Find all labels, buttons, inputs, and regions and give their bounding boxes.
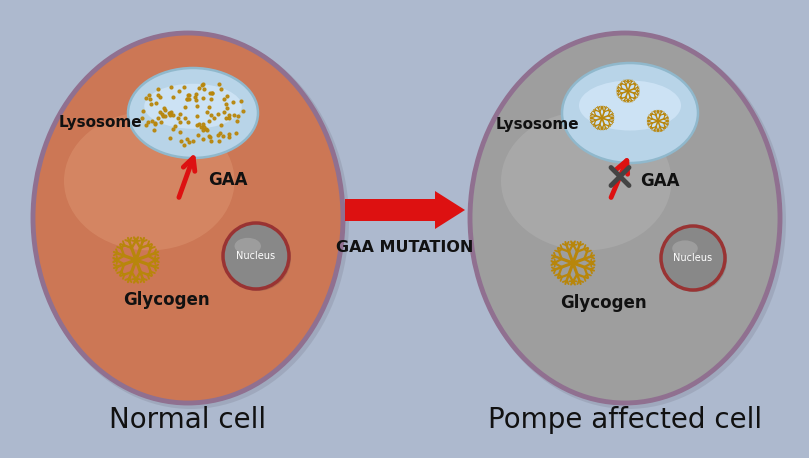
Ellipse shape <box>128 68 258 158</box>
Circle shape <box>663 228 727 292</box>
Text: Normal cell: Normal cell <box>109 406 266 434</box>
Text: Nucleus: Nucleus <box>236 251 276 261</box>
Ellipse shape <box>579 81 681 131</box>
Ellipse shape <box>470 33 780 403</box>
Text: Glycogen: Glycogen <box>560 294 646 312</box>
Text: Pompe affected cell: Pompe affected cell <box>488 406 762 434</box>
Circle shape <box>223 223 289 289</box>
Ellipse shape <box>470 33 786 409</box>
FancyArrow shape <box>345 191 465 229</box>
Text: Lysosome: Lysosome <box>58 115 142 131</box>
Circle shape <box>225 225 291 291</box>
Text: GAA MUTATION: GAA MUTATION <box>337 240 474 256</box>
Ellipse shape <box>501 112 671 251</box>
Text: Nucleus: Nucleus <box>673 253 713 263</box>
Text: GAA: GAA <box>640 173 680 191</box>
Text: Lysosome: Lysosome <box>495 118 578 132</box>
Text: Glycogen: Glycogen <box>123 291 210 309</box>
Ellipse shape <box>672 240 698 256</box>
Ellipse shape <box>33 33 343 403</box>
Ellipse shape <box>33 33 349 409</box>
Ellipse shape <box>562 63 698 163</box>
Text: GAA: GAA <box>208 171 248 189</box>
Ellipse shape <box>64 112 235 251</box>
Ellipse shape <box>144 84 242 129</box>
Ellipse shape <box>235 238 261 254</box>
Circle shape <box>661 226 725 290</box>
